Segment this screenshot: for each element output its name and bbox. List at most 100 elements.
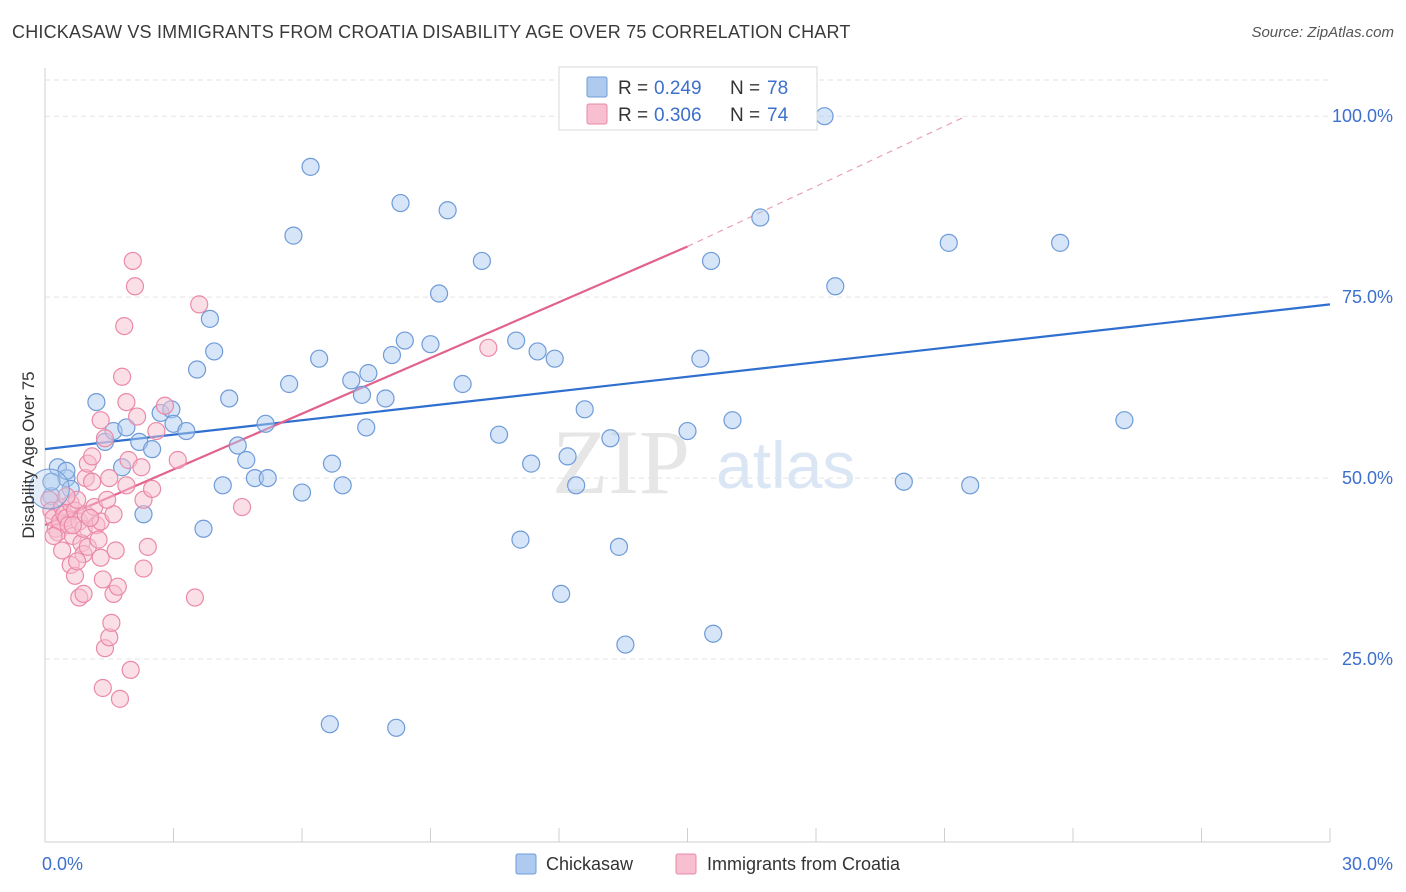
point-croatia-21 bbox=[74, 584, 93, 604]
point-croatia-51 bbox=[123, 251, 142, 271]
legend-r-label-1: R = bbox=[618, 78, 648, 99]
bottom-legend: Chickasaw Immigrants from Croatia bbox=[515, 853, 901, 875]
point-croatia-66 bbox=[63, 516, 82, 535]
point-chickasaw-61 bbox=[609, 537, 629, 556]
point-chickasaw-39 bbox=[359, 364, 378, 383]
legend-n-value-1: 78 bbox=[767, 78, 788, 99]
point-chickasaw-51 bbox=[507, 331, 526, 350]
point-chickasaw-75 bbox=[1115, 411, 1134, 430]
bottom-legend-label-chickasaw: Chickasaw bbox=[546, 854, 634, 874]
point-chickasaw-53 bbox=[522, 454, 541, 473]
point-chickasaw-71 bbox=[894, 472, 913, 491]
bottom-legend-label-croatia: Immigrants from Croatia bbox=[707, 854, 901, 874]
point-chickasaw-54 bbox=[528, 342, 547, 361]
bottom-legend-swatch-croatia bbox=[675, 853, 697, 875]
point-croatia-56 bbox=[142, 479, 162, 499]
point-croatia-53 bbox=[132, 458, 151, 477]
point-chickasaw-19 bbox=[200, 309, 220, 328]
point-chickasaw-47 bbox=[438, 201, 457, 220]
point-chickasaw-57 bbox=[567, 476, 586, 495]
x-tick-label-max: 30.0% bbox=[1342, 854, 1393, 874]
point-croatia-70 bbox=[44, 526, 63, 546]
point-chickasaw-68 bbox=[751, 208, 770, 227]
point-chickasaw-46 bbox=[421, 335, 440, 354]
point-chickasaw-5 bbox=[87, 392, 106, 412]
point-croatia-40 bbox=[100, 468, 119, 488]
point-chickasaw-52 bbox=[511, 530, 530, 549]
point-chickasaw-12 bbox=[142, 440, 162, 459]
point-croatia-43 bbox=[108, 577, 127, 596]
point-chickasaw-43 bbox=[395, 331, 414, 350]
point-chickasaw-60 bbox=[601, 429, 620, 448]
point-chickasaw-45 bbox=[429, 284, 449, 303]
legend-n-label-2: N = bbox=[730, 105, 760, 126]
point-croatia-50 bbox=[125, 277, 145, 296]
point-chickasaw-72 bbox=[939, 233, 958, 252]
point-chickasaw-66 bbox=[704, 624, 723, 643]
point-chickasaw-36 bbox=[342, 371, 361, 390]
point-chickasaw-27 bbox=[256, 414, 275, 433]
point-chickasaw-35 bbox=[333, 476, 352, 495]
point-chickasaw-65 bbox=[701, 251, 721, 271]
point-chickasaw-48 bbox=[453, 374, 472, 394]
point-croatia-59 bbox=[155, 396, 175, 415]
y-tick-labels: 25.0% 50.0% 75.0% 100.0% bbox=[1332, 106, 1393, 669]
point-chickasaw-50 bbox=[489, 425, 509, 444]
point-chickasaw-67 bbox=[723, 411, 742, 430]
point-croatia-42 bbox=[106, 541, 125, 560]
point-chickasaw-49 bbox=[472, 251, 491, 271]
point-chickasaw-70 bbox=[826, 277, 845, 296]
point-croatia-36 bbox=[93, 678, 112, 698]
point-croatia-45 bbox=[112, 367, 132, 386]
point-chickasaw-large bbox=[28, 468, 70, 510]
point-croatia-62 bbox=[190, 295, 209, 314]
point-chickasaw-74 bbox=[1051, 233, 1070, 252]
point-chickasaw-37 bbox=[352, 385, 372, 404]
x-tick-labels: 0.0% 30.0% bbox=[42, 854, 1393, 874]
y-tick-label-2: 75.0% bbox=[1342, 287, 1393, 307]
point-chickasaw-41 bbox=[382, 345, 402, 365]
legend-r-label-2: R = bbox=[618, 105, 648, 126]
point-chickasaw-58 bbox=[552, 584, 571, 604]
point-croatia-34 bbox=[102, 613, 121, 632]
point-chickasaw-64 bbox=[691, 349, 710, 368]
point-croatia-60 bbox=[168, 450, 187, 470]
legend-swatch-chickasaw bbox=[586, 76, 608, 98]
point-croatia-71 bbox=[53, 541, 72, 560]
watermark-atlas: atlas bbox=[716, 428, 855, 502]
point-chickasaw-20 bbox=[205, 342, 224, 361]
point-chickasaw-22 bbox=[220, 389, 239, 408]
point-chickasaw-40 bbox=[376, 389, 395, 408]
point-chickasaw-17 bbox=[187, 360, 207, 379]
point-chickasaw-30 bbox=[292, 483, 312, 502]
trend-line-croatia bbox=[44, 245, 688, 527]
point-croatia-69 bbox=[117, 476, 136, 495]
point-chickasaw-24 bbox=[237, 450, 256, 470]
point-croatia-68 bbox=[83, 447, 102, 466]
point-croatia-64 bbox=[479, 338, 498, 357]
y-tick-label-3: 100.0% bbox=[1332, 106, 1393, 126]
point-croatia-73 bbox=[98, 490, 117, 509]
grid-lines bbox=[45, 79, 1330, 660]
point-chickasaw-23 bbox=[228, 436, 247, 455]
point-chickasaw-69 bbox=[815, 107, 834, 126]
bottom-legend-swatch-chickasaw bbox=[515, 853, 537, 875]
point-croatia-31 bbox=[93, 570, 112, 589]
y-axis-title: Disability Age Over 75 bbox=[19, 371, 38, 538]
point-croatia-61 bbox=[185, 588, 205, 607]
point-croatia-47 bbox=[117, 392, 136, 412]
point-croatia-55 bbox=[138, 537, 157, 556]
point-chickasaw-18 bbox=[194, 519, 213, 538]
legend-r-value-1: 0.249 bbox=[654, 78, 702, 99]
point-chickasaw-77 bbox=[42, 472, 61, 491]
point-chickasaw-9 bbox=[117, 418, 136, 437]
point-croatia-29 bbox=[89, 530, 108, 549]
point-croatia-30 bbox=[91, 548, 110, 567]
point-chickasaw-38 bbox=[357, 418, 376, 437]
point-chickasaw-33 bbox=[320, 715, 339, 734]
point-croatia-63 bbox=[232, 497, 252, 517]
point-chickasaw-16 bbox=[177, 421, 196, 441]
x-tick-label-min: 0.0% bbox=[42, 854, 83, 874]
point-croatia-26 bbox=[83, 472, 102, 491]
